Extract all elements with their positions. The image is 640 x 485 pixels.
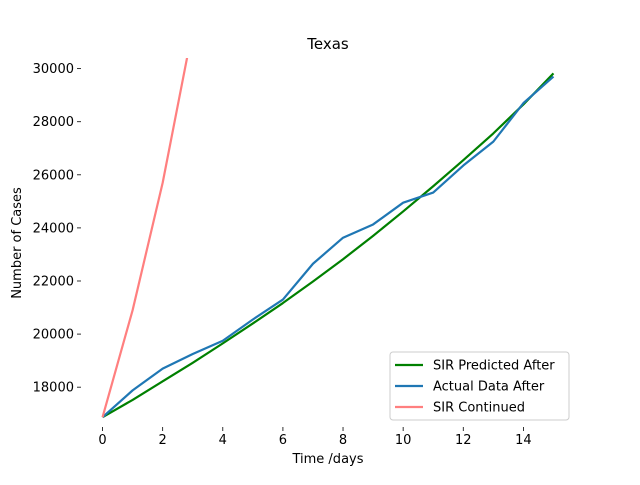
legend-entries: SIR Predicted After Actual Data After SIR … xyxy=(395,359,555,416)
legend: SIR Predicted After Actual Data After SIR … xyxy=(389,351,570,421)
x-tick-label: 6 xyxy=(279,433,287,448)
x-axis-ticks: 0 2 4 6 8 10 12 14 xyxy=(98,427,532,448)
y-axis-label: Number of Cases xyxy=(10,187,25,299)
series-line-1 xyxy=(102,72,555,419)
y-tick-label: 24000 xyxy=(33,221,74,236)
y-tick-label: 22000 xyxy=(33,274,74,289)
y-axis-ticks: 18000 20000 22000 24000 26000 28000 30000 xyxy=(33,62,81,396)
y-tick-label: 26000 xyxy=(33,168,74,183)
x-tick-label: 4 xyxy=(219,433,227,448)
x-tick-label: 10 xyxy=(395,433,412,448)
x-axis-label: Time /days xyxy=(291,452,363,467)
series-layer xyxy=(101,58,555,419)
x-tick-label: 14 xyxy=(515,433,532,448)
x-tick-label: 8 xyxy=(339,433,347,448)
x-tick-label: 0 xyxy=(98,433,106,448)
legend-label-1: SIR Predicted After xyxy=(433,359,555,374)
x-tick-label: 12 xyxy=(455,433,472,448)
y-tick-label: 28000 xyxy=(33,115,74,130)
chart-title: Texas xyxy=(306,35,349,53)
y-tick-label: 18000 xyxy=(33,381,74,396)
series-line-2 xyxy=(101,75,555,419)
y-tick-label: 20000 xyxy=(33,328,74,343)
legend-box xyxy=(389,351,570,421)
x-tick-label: 2 xyxy=(159,433,167,448)
y-tick-label: 30000 xyxy=(33,62,74,77)
series-line-3 xyxy=(101,58,189,418)
legend-label-2: Actual Data After xyxy=(433,380,545,395)
legend-label-3: SIR Continued xyxy=(433,401,525,416)
